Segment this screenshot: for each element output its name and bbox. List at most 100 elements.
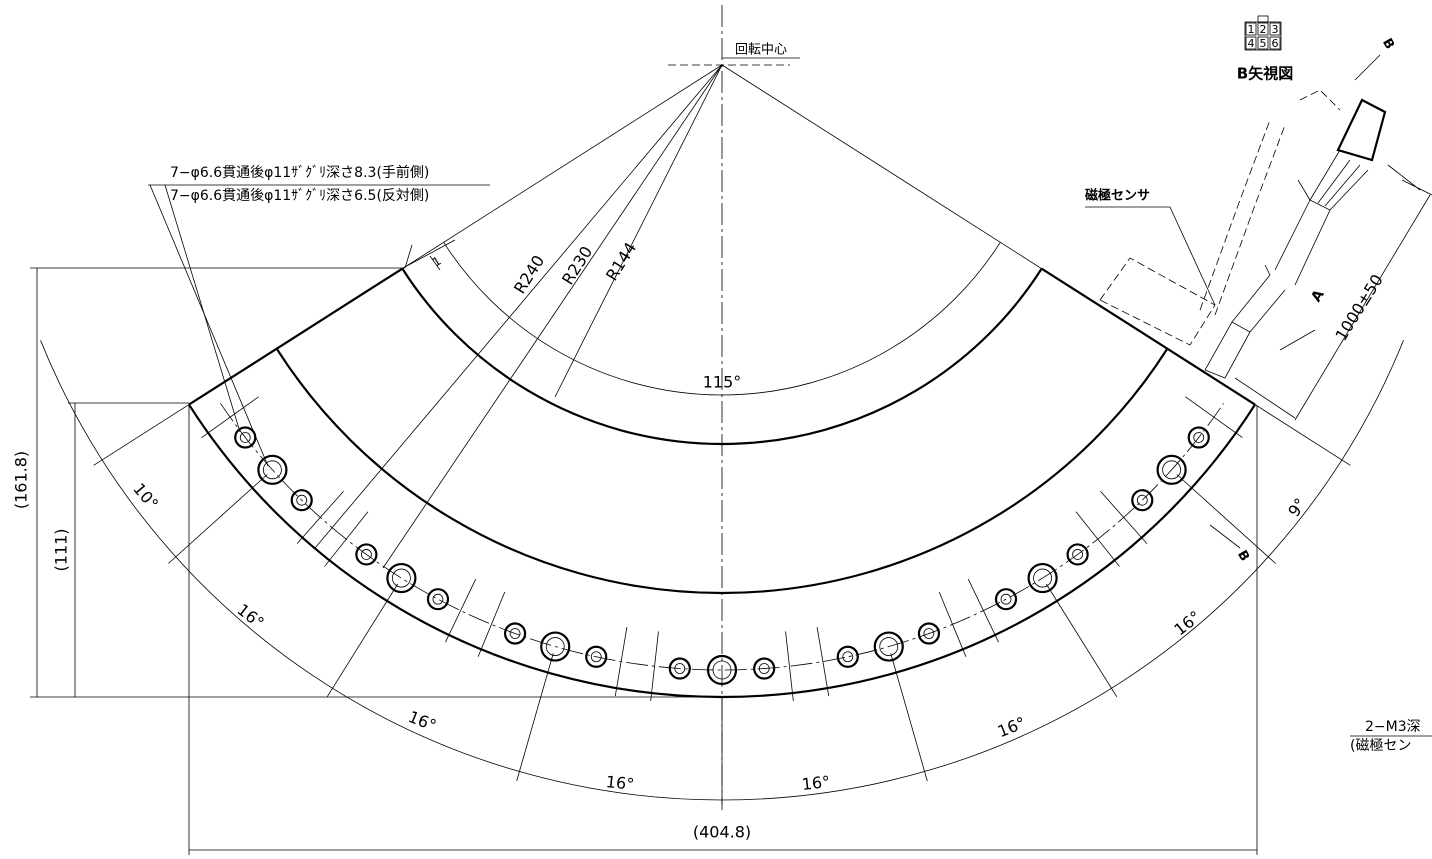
through-hole xyxy=(1162,460,1182,480)
hole-note: 7−φ6.6貫通後φ11ｻﾞｸﾞﾘ深さ8.3(手前側) xyxy=(170,164,429,181)
through-hole xyxy=(262,460,282,480)
hole-center-line xyxy=(938,591,967,657)
hole-center-line xyxy=(296,490,344,544)
tap-hole-inner xyxy=(432,593,444,605)
counterbore-hole xyxy=(1027,562,1058,594)
through-hole xyxy=(1033,568,1053,588)
bolt-circle xyxy=(220,403,1224,671)
radius-label: R240 xyxy=(510,252,548,297)
view-mark: B xyxy=(1379,36,1397,52)
tap-hole-inner xyxy=(758,663,770,674)
angle-label: 115° xyxy=(703,373,742,392)
sensor-body xyxy=(1204,321,1251,379)
radius-label: R144 xyxy=(602,239,640,284)
connector-key xyxy=(1257,15,1269,23)
hole-center-line xyxy=(1100,490,1148,544)
counterbore-hole xyxy=(1156,454,1187,485)
tap-hole xyxy=(426,588,450,611)
tap-hole-inner xyxy=(1072,549,1084,560)
extension-line xyxy=(1176,474,1276,564)
hole-center-line xyxy=(201,396,259,438)
pin-cell xyxy=(1269,22,1281,36)
cable xyxy=(1231,149,1369,333)
hole-center-line xyxy=(445,578,477,643)
radius-leader xyxy=(314,64,723,549)
counterbore-hole xyxy=(257,454,288,485)
radius-leader xyxy=(382,64,723,569)
tap-hole-inner xyxy=(239,432,251,443)
view-mark: B xyxy=(1234,548,1252,564)
tap-hole xyxy=(234,426,257,449)
tap-hole-inner xyxy=(360,549,372,560)
tap-hole-inner xyxy=(674,663,686,674)
side-edge xyxy=(188,267,403,406)
counterbore-hole xyxy=(386,562,417,594)
coil-edge xyxy=(275,348,1169,595)
dimension-line xyxy=(30,267,1258,855)
angle-label: 16° xyxy=(1170,607,1204,639)
view-mark: A xyxy=(1308,287,1327,305)
through-hole xyxy=(545,637,565,656)
extension-line xyxy=(1237,393,1351,466)
dimension-label: (111) xyxy=(52,528,71,571)
pin-label: 4 xyxy=(1248,37,1255,50)
angle-label: 16° xyxy=(995,713,1028,741)
pin-cell xyxy=(1245,36,1257,50)
pin-cell xyxy=(1269,36,1281,50)
side-edge xyxy=(1041,267,1256,406)
tap-hole xyxy=(355,543,378,566)
hole-center-line xyxy=(477,591,506,657)
hole-note: 7−φ6.6貫通後φ11ｻﾞｸﾞﾘ深さ6.5(反対側) xyxy=(170,188,429,204)
view-title: B矢視図 xyxy=(1237,65,1293,83)
extension-line xyxy=(384,64,723,281)
tap-hole-inner xyxy=(509,628,521,639)
dimension-label: (161.8) xyxy=(12,451,31,509)
hole-center-line xyxy=(816,626,830,697)
extension-line xyxy=(890,653,928,782)
flatness-mark xyxy=(402,239,456,271)
tap-hole xyxy=(668,657,691,680)
leader xyxy=(1169,206,1216,306)
pin-cell xyxy=(1257,22,1269,36)
extension-line xyxy=(516,653,554,782)
extension-line xyxy=(326,583,399,698)
through-hole xyxy=(391,568,411,588)
extension-line xyxy=(1045,583,1118,698)
tap-hole-inner xyxy=(1000,593,1012,605)
dimension-line xyxy=(1234,164,1432,421)
tap-hole xyxy=(1187,426,1210,449)
extension-line xyxy=(93,393,207,466)
connector xyxy=(1336,98,1387,162)
counterbore-hole xyxy=(873,631,904,662)
sensor-outline xyxy=(1099,257,1216,346)
tap-hole xyxy=(994,588,1018,611)
sensor-label: 磁極センサ xyxy=(1085,188,1150,204)
tap-hole xyxy=(1131,489,1154,512)
through-hole xyxy=(879,637,899,656)
sensor-note: 2−M3深 xyxy=(1365,719,1421,735)
hole-center-line xyxy=(1185,396,1243,438)
inner-edge xyxy=(401,268,1043,446)
pin-label: 6 xyxy=(1272,37,1279,50)
angle-label: 16° xyxy=(801,772,831,794)
leader xyxy=(164,184,241,433)
tap-hole xyxy=(503,622,527,645)
tap-hole xyxy=(585,645,608,668)
pin-label: 3 xyxy=(1272,23,1279,36)
flatness-label: 1 xyxy=(430,254,444,270)
counterbore-hole xyxy=(706,654,738,686)
hole-center-line xyxy=(967,578,999,643)
hole-center-line xyxy=(785,631,794,702)
angle-label: 16° xyxy=(605,772,635,794)
tap-hole-inner xyxy=(842,651,854,663)
leader xyxy=(149,184,269,467)
tap-hole-inner xyxy=(1193,432,1205,443)
extension-line xyxy=(168,474,268,564)
pin-label: 1 xyxy=(1248,23,1255,36)
hole-center-line xyxy=(614,626,628,697)
tap-hole xyxy=(290,489,313,512)
pin-cell xyxy=(1257,36,1269,50)
hole-center-line xyxy=(650,631,659,702)
angle-label: 10° xyxy=(129,479,162,513)
dimension-label: 1000±50 xyxy=(1331,271,1387,344)
